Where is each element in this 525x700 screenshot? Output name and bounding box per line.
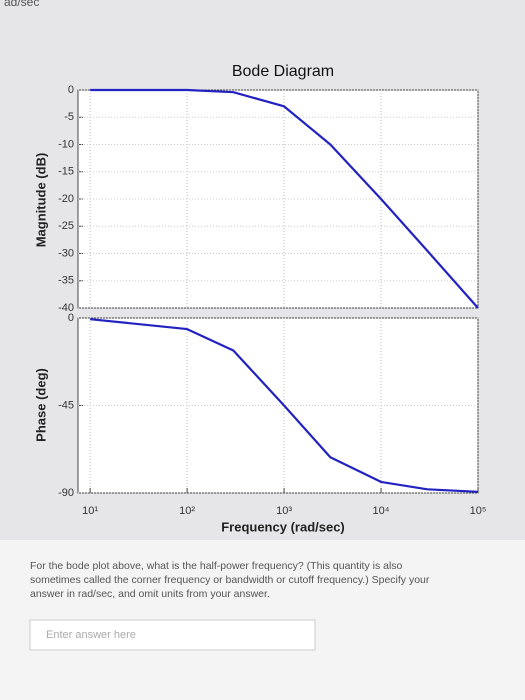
y-tick-label: 0 xyxy=(68,84,74,96)
question-text: For the bode plot above, what is the hal… xyxy=(30,560,403,572)
y-tick-label: -45 xyxy=(58,399,74,411)
y-tick-label: -35 xyxy=(58,275,74,287)
x-tick-label: 10² xyxy=(179,505,195,517)
x-tick-label: 10⁵ xyxy=(470,505,487,517)
x-axis-label: Frequency (rad/sec) xyxy=(221,519,345,534)
y-tick-label: -15 xyxy=(58,166,74,178)
y-tick-label: -30 xyxy=(58,247,74,259)
answer-input[interactable] xyxy=(29,619,316,651)
y-tick-label: -90 xyxy=(58,487,74,499)
y-tick-label: -20 xyxy=(58,193,74,205)
x-tick-label: 10¹ xyxy=(82,505,98,517)
question-text: answer in rad/sec, and omit units from y… xyxy=(30,588,270,600)
y-tick-label: -40 xyxy=(58,302,74,314)
input-placeholder: Enter answer here xyxy=(46,629,136,641)
y-axis-label: Phase (deg) xyxy=(33,368,48,442)
data-line xyxy=(90,318,479,493)
y-tick-label: -5 xyxy=(64,111,74,123)
header-fragment: ad/sec xyxy=(4,0,39,9)
data-line xyxy=(90,88,479,309)
chart-title: Bode Diagram xyxy=(232,63,334,80)
y-axis-label: Magnitude (dB) xyxy=(33,153,48,248)
y-tick-label: 0 xyxy=(68,312,74,324)
y-tick-label: -10 xyxy=(58,138,74,150)
y-tick-label: -25 xyxy=(58,220,74,232)
x-tick-label: 10³ xyxy=(276,505,292,517)
x-tick-label: 10⁴ xyxy=(373,505,390,517)
question-text: sometimes called the corner frequency or… xyxy=(30,574,430,586)
